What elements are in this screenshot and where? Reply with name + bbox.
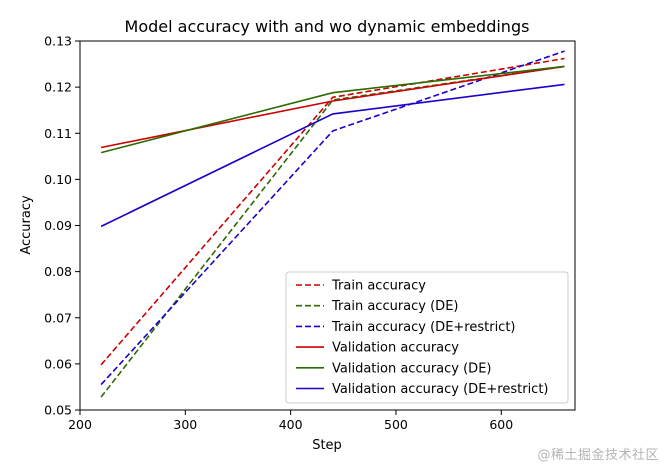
x-axis-ticks: 200 300 400 500 600 <box>68 410 513 432</box>
chart-title: Model accuracy with and wo dynamic embed… <box>125 17 530 36</box>
series-line <box>100 57 565 366</box>
x-tick-label: 400 <box>279 417 303 432</box>
legend-label: Validation accuracy (DE+restrict) <box>332 382 549 397</box>
legend: Train accuracy Train accuracy (DE) Train a… <box>285 271 569 404</box>
watermark: @稀土掘金技术社区 <box>537 448 659 463</box>
y-tick-label: 0.13 <box>44 34 72 49</box>
legend-label: Train accuracy (DE) <box>331 299 458 314</box>
series-line <box>100 65 565 154</box>
y-tick-label: 0.05 <box>44 403 72 418</box>
legend-label: Validation accuracy (DE) <box>332 361 491 376</box>
x-tick-label: 600 <box>489 417 513 432</box>
legend-box <box>285 271 569 404</box>
y-axis-ticks: 0.05 0.06 0.07 0.08 0.09 0.10 0.11 0.12 0.13 <box>44 34 80 418</box>
y-tick-label: 0.12 <box>44 80 72 95</box>
y-tick-label: 0.10 <box>44 172 72 187</box>
y-tick-label: 0.11 <box>44 126 72 141</box>
legend-label: Train accuracy <box>331 279 426 294</box>
series-line <box>100 83 565 228</box>
y-tick-label: 0.09 <box>44 218 72 233</box>
y-tick-label: 0.08 <box>44 264 72 279</box>
x-tick-label: 200 <box>68 417 92 432</box>
x-tick-label: 300 <box>173 417 197 432</box>
y-axis-label: Accuracy <box>19 195 34 255</box>
x-axis-label: Step <box>312 438 342 453</box>
y-tick-label: 0.07 <box>44 310 72 325</box>
legend-label: Train accuracy (DE+restrict) <box>331 320 516 335</box>
legend-label: Validation accuracy <box>332 341 459 356</box>
x-tick-label: 500 <box>384 417 408 432</box>
plot-lines <box>100 50 565 398</box>
y-tick-label: 0.06 <box>44 356 72 371</box>
